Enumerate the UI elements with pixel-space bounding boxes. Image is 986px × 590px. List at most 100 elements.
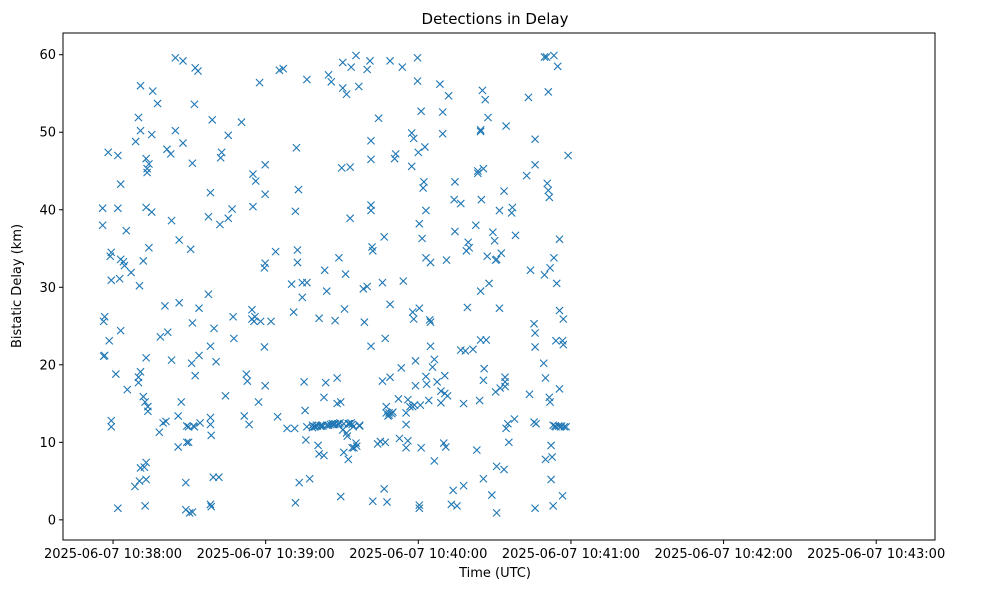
data-point — [441, 442, 450, 451]
data-point — [360, 318, 369, 327]
y-tick-label: 10 — [39, 436, 56, 451]
data-point — [363, 65, 372, 74]
data-point — [544, 186, 553, 195]
data-point — [305, 474, 314, 483]
data-point — [525, 390, 534, 399]
x-tick-label: 2025-06-07 10:41:00 — [502, 547, 640, 562]
data-point — [368, 246, 377, 255]
data-point — [301, 436, 310, 444]
data-point — [367, 206, 375, 215]
data-point — [115, 274, 124, 283]
data-point — [553, 62, 562, 71]
data-point — [196, 418, 205, 427]
x-tick-label: 2025-06-07 10:43:00 — [807, 547, 945, 562]
data-point — [136, 81, 145, 90]
data-point — [290, 424, 299, 433]
data-point — [365, 56, 374, 65]
data-point — [430, 456, 439, 465]
data-point — [291, 498, 300, 507]
data-point — [327, 77, 336, 86]
data-point — [224, 214, 233, 223]
data-point — [342, 90, 351, 99]
x-tick-label: 2025-06-07 10:38:00 — [44, 547, 182, 562]
data-point — [424, 396, 433, 405]
data-point — [107, 416, 116, 425]
data-point — [113, 204, 122, 213]
data-point — [539, 359, 548, 368]
data-point — [100, 351, 109, 360]
data-point — [526, 266, 535, 275]
data-point — [315, 449, 324, 458]
data-point — [336, 398, 345, 406]
data-point — [249, 317, 258, 326]
data-point — [240, 411, 249, 420]
data-point — [469, 345, 477, 354]
data-point — [555, 306, 564, 315]
data-point — [352, 442, 361, 451]
data-point — [502, 424, 511, 433]
data-point — [397, 363, 406, 372]
data-point — [341, 270, 350, 279]
data-point — [522, 171, 531, 180]
data-point — [171, 126, 180, 135]
data-point — [347, 63, 356, 72]
data-point — [251, 177, 260, 186]
data-point — [409, 134, 418, 143]
data-point — [134, 113, 143, 122]
data-point — [476, 127, 485, 136]
data-point — [549, 501, 558, 510]
data-point — [394, 394, 403, 403]
data-point — [351, 439, 360, 448]
data-point — [147, 208, 156, 217]
data-point — [407, 129, 416, 137]
data-point — [386, 373, 395, 382]
data-point — [543, 179, 552, 188]
data-point — [337, 163, 346, 172]
y-tick-label: 20 — [39, 358, 56, 373]
data-point — [261, 160, 270, 169]
data-point — [407, 162, 416, 171]
data-point — [414, 148, 423, 157]
data-point — [293, 246, 302, 255]
data-point — [348, 420, 357, 429]
data-point — [228, 204, 237, 213]
data-point — [541, 373, 550, 382]
data-point — [476, 287, 485, 296]
data-point — [131, 137, 140, 146]
data-point — [465, 243, 474, 252]
data-point — [221, 391, 230, 400]
data-point — [207, 431, 216, 440]
data-point — [333, 373, 342, 382]
data-point — [139, 256, 148, 265]
data-point — [408, 308, 417, 317]
data-point — [315, 314, 324, 323]
data-point — [181, 478, 190, 487]
data-point — [433, 377, 442, 386]
data-point — [484, 113, 492, 122]
data-point — [450, 195, 459, 204]
data-point — [541, 455, 550, 464]
data-point — [209, 473, 218, 482]
data-point — [122, 226, 131, 235]
data-point — [141, 398, 150, 406]
data-point — [348, 443, 357, 452]
data-point — [495, 304, 504, 313]
plot-area — [63, 33, 935, 540]
data-point — [547, 441, 556, 450]
data-point — [479, 474, 488, 483]
data-point — [188, 508, 197, 517]
x-axis-label: Time (UTC) — [458, 566, 531, 581]
data-point — [503, 419, 512, 428]
data-point — [147, 130, 156, 139]
data-point — [289, 308, 298, 317]
data-point — [449, 486, 458, 495]
data-point — [479, 164, 488, 173]
data-point — [403, 395, 412, 404]
data-point — [531, 329, 540, 338]
data-point — [386, 300, 395, 309]
data-point — [530, 319, 539, 328]
data-point — [426, 318, 435, 327]
data-point — [378, 377, 387, 386]
data-point — [342, 429, 351, 438]
